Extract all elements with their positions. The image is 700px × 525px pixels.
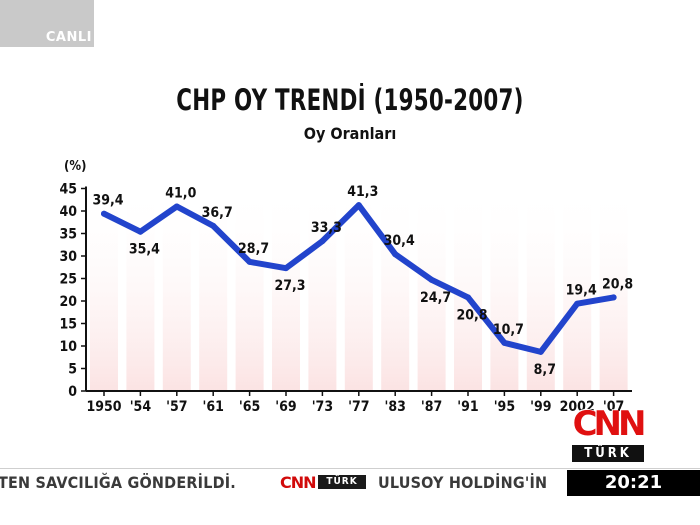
data-point — [137, 228, 144, 235]
x-tick-label: '87 — [421, 399, 442, 415]
background-column — [599, 184, 628, 391]
x-tick-label: '77 — [348, 399, 369, 415]
x-tick-label: '69 — [275, 399, 296, 415]
data-label: 41,0 — [165, 186, 196, 202]
data-point — [574, 300, 581, 307]
data-label: 10,7 — [493, 322, 524, 338]
background-column — [417, 184, 446, 391]
y-tick-label: 40 — [59, 204, 77, 220]
data-point — [392, 251, 399, 258]
data-point — [610, 294, 617, 301]
chart-subtitle: Oy Oranları — [303, 124, 397, 143]
y-tick-label: 20 — [59, 294, 77, 310]
data-point — [355, 202, 362, 209]
x-tick-label: '07 — [603, 399, 624, 415]
y-tick-label: 30 — [59, 249, 77, 265]
data-point — [319, 238, 326, 245]
y-tick-label: 15 — [59, 317, 77, 333]
background-column — [272, 184, 300, 391]
x-tick-label: '54 — [130, 399, 152, 415]
x-tick-label: '91 — [457, 399, 478, 415]
data-label: 24,7 — [420, 290, 451, 306]
x-tick-label: '99 — [530, 399, 551, 415]
data-label: 20,8 — [602, 276, 633, 292]
background-column — [235, 184, 264, 391]
clock: 20:21 — [567, 470, 700, 496]
data-label: 28,7 — [238, 241, 269, 257]
background-column — [126, 184, 155, 391]
data-label: 20,8 — [456, 307, 487, 323]
ticker-logo-cnn: CNN — [280, 473, 317, 492]
data-point — [537, 348, 544, 355]
x-tick-label: '65 — [239, 399, 260, 415]
x-tick-label: 2002 — [560, 399, 595, 415]
background-column — [563, 184, 592, 391]
data-point — [101, 210, 107, 217]
background-column — [490, 184, 519, 391]
data-point — [210, 222, 217, 229]
data-label: 39,4 — [92, 193, 123, 209]
live-badge-label: CANLI — [45, 30, 92, 45]
data-point — [501, 339, 508, 346]
y-axis-label: (%) — [64, 159, 86, 174]
x-tick-label: '61 — [203, 399, 224, 415]
cnn-turk-logo: CNN TÜRK — [569, 404, 646, 463]
data-label: 8,7 — [534, 362, 556, 378]
data-point — [428, 276, 435, 283]
data-label: 27,3 — [274, 278, 305, 294]
data-point — [283, 265, 289, 272]
data-label: 41,3 — [347, 184, 378, 200]
data-label: 33,3 — [311, 220, 342, 236]
data-label: 30,4 — [384, 233, 415, 249]
data-point — [465, 294, 471, 301]
line-chart: (%) 0 5 10 15 20 25 30 35 40 45 1950 '54 '57 '61 '65 '69… — [59, 159, 633, 415]
ticker-text-right: ULUSOY HOLDİNG'İN — [378, 473, 548, 492]
background-column — [308, 184, 337, 391]
data-label: 19,4 — [566, 283, 597, 299]
data-point — [246, 258, 253, 265]
chart-title: CHP OY TRENDİ (1950-2007) — [176, 83, 524, 117]
cnn-logo-text: CNN — [572, 404, 647, 444]
y-tick-label: 35 — [59, 227, 77, 243]
x-tick-label: '83 — [385, 399, 406, 415]
y-tick-label: 45 — [59, 182, 77, 198]
background-column — [381, 184, 410, 391]
turk-logo-text: TÜRK — [572, 445, 644, 462]
ticker-logo-turk: TÜRK — [318, 475, 366, 489]
background-column — [162, 184, 191, 391]
x-tick-label: '73 — [312, 399, 333, 415]
y-tick-label: 5 — [68, 362, 77, 378]
x-tick-label: '57 — [166, 399, 187, 415]
data-label: 35,4 — [129, 242, 160, 258]
y-tick-label: 0 — [68, 384, 77, 400]
background-column — [526, 184, 555, 391]
x-tick-label: '95 — [494, 399, 515, 415]
y-tick-label: 25 — [59, 272, 77, 288]
x-tick-label: 1950 — [86, 399, 121, 415]
ticker-logo: CNN TÜRK — [280, 473, 368, 492]
y-tick-label: 10 — [59, 339, 77, 355]
background-column — [454, 184, 482, 391]
ticker-text-left: TEN SAVCILIĞA GÖNDERİLDİ. — [0, 473, 236, 492]
data-point — [173, 203, 180, 210]
data-label: 36,7 — [202, 205, 233, 221]
live-badge: CANLI — [0, 0, 94, 47]
